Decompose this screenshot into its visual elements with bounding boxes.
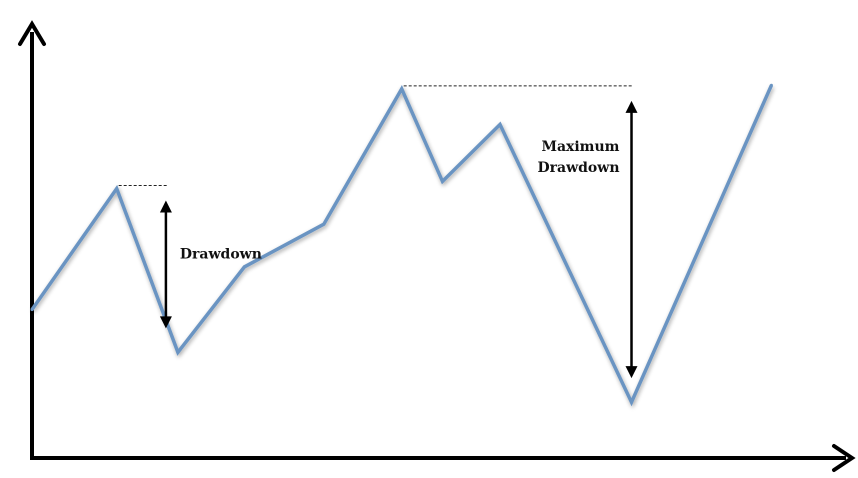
drawdown-label-line: Drawdown — [180, 246, 262, 262]
series-point — [242, 265, 246, 269]
series — [30, 83, 774, 407]
drawdown-arrowhead-down — [159, 316, 172, 329]
drawdown-arrowhead-up — [159, 200, 172, 213]
series-point — [176, 350, 180, 354]
series-point — [441, 179, 444, 183]
maximum-drawdown-label-line: Maximum — [541, 139, 619, 155]
maximum-drawdown-arrowhead-down — [625, 366, 638, 379]
maximum-drawdown-arrowhead-up — [625, 100, 638, 113]
series-point — [115, 187, 119, 191]
x-axis-arrowhead — [832, 444, 856, 472]
maximum-drawdown-annotation: Maximum Drawdown — [403, 85, 638, 379]
axes — [18, 20, 856, 472]
series-point — [30, 308, 34, 312]
series-point — [769, 83, 773, 87]
annotations: Drawdown Maximum Drawdown — [118, 85, 638, 379]
series-point — [400, 87, 404, 91]
series-point — [630, 400, 633, 404]
series-line — [30, 84, 774, 407]
y-axis-arrowhead — [18, 20, 46, 46]
series-point — [322, 222, 326, 226]
series-point — [498, 123, 502, 126]
drawdown-annotation: Drawdown — [118, 185, 262, 329]
maximum-drawdown-label-line: Drawdown — [538, 160, 620, 176]
